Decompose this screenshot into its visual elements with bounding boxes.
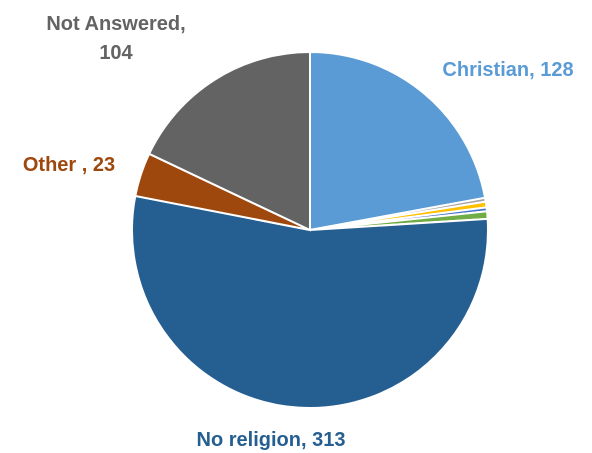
data-label-other: Other , 23 bbox=[23, 154, 115, 176]
pie-slices bbox=[131, 50, 489, 409]
data-label-not-answered-line-2: 104 bbox=[99, 42, 133, 64]
data-label-not-answered-line-1: Not Answered, bbox=[46, 13, 185, 35]
pie-slice-no-religion bbox=[131, 194, 489, 409]
pie-slice-christian bbox=[309, 50, 487, 232]
pie-labels: Christian, 128 No religion, 313 Other , 23… bbox=[23, 13, 574, 451]
data-label-christian: Christian, 128 bbox=[442, 59, 573, 81]
data-label-no-religion: No religion, 313 bbox=[197, 429, 346, 451]
pie-slice-not-answered bbox=[147, 50, 311, 232]
